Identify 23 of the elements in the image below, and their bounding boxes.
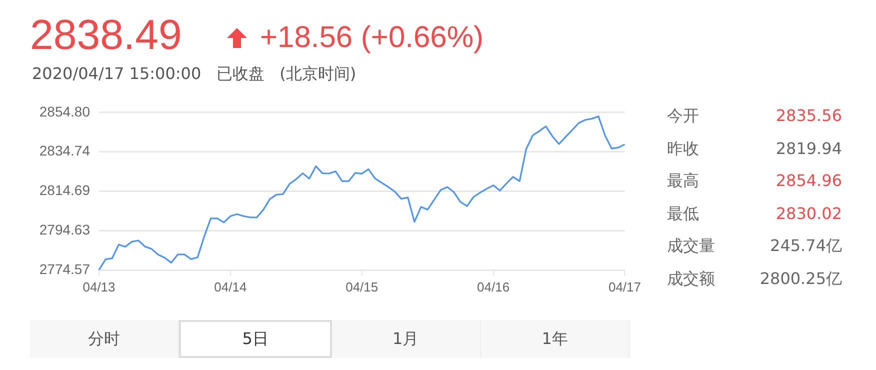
chart-subtitle: 2020/04/17 15:00:00 已收盘 (北京时间) xyxy=(32,64,356,85)
x-tick-label: 04/17 xyxy=(608,279,642,294)
text: 昨收 2819.94 xyxy=(667,138,842,158)
text: 成交额 2800.25亿 xyxy=(667,268,842,288)
x-tick-label: 04/15 xyxy=(346,279,378,294)
text: 1年 xyxy=(480,320,630,358)
text: 今开 2835.56 xyxy=(667,106,842,125)
y-tick-label: 2854.80 xyxy=(39,103,90,120)
text: 成交量 245.74亿 xyxy=(667,236,842,256)
chart-title: 2838.49 xyxy=(30,10,182,60)
text: 5日 xyxy=(179,320,332,358)
x-tick-label: 04/14 xyxy=(214,279,247,294)
y-tick-label: 2834.74 xyxy=(39,142,90,159)
y-tick-label: 2814.69 xyxy=(39,182,90,198)
text: 最低 2830.02 xyxy=(667,204,842,223)
y-tick-label: 2774.57 xyxy=(39,260,90,277)
text: 分时 xyxy=(30,320,180,358)
text: 1月 xyxy=(332,320,481,358)
x-tick-label: 04/13 xyxy=(82,279,116,294)
x-tick-label: 04/16 xyxy=(477,279,510,294)
y-tick-label: 2794.63 xyxy=(39,221,90,238)
text: +18.56 (+0.66%) xyxy=(260,20,484,56)
text: 最高 2854.96 xyxy=(667,171,842,190)
